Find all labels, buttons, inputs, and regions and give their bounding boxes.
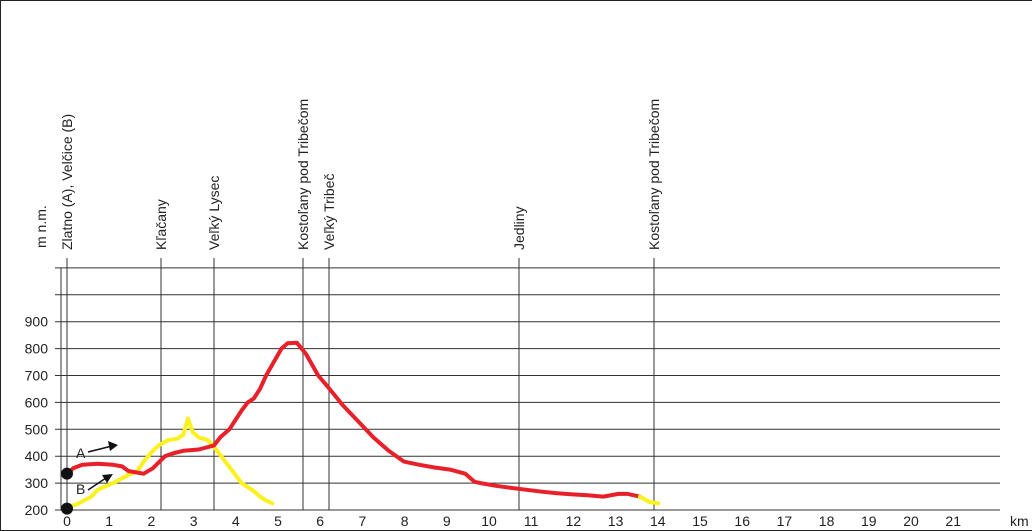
x-tick-label: 5 xyxy=(274,513,282,529)
series-b-line xyxy=(65,416,275,510)
route-arrow-shaft xyxy=(87,445,113,453)
waypoint-lines: Zlatno (A), Velčice (B) Kľačany Veľký Lyse… xyxy=(59,99,662,510)
route-label: A xyxy=(76,445,86,461)
x-tick-label: 10 xyxy=(481,513,497,529)
x-tick-label: 16 xyxy=(734,513,750,529)
waypoint-label: Kľačany xyxy=(153,199,169,250)
x-tick-label: 19 xyxy=(861,513,877,529)
y-tick-label: 800 xyxy=(25,341,49,357)
route-arrow-shaft xyxy=(87,477,107,491)
x-tick-label: 9 xyxy=(443,513,451,529)
x-tick-label: 15 xyxy=(692,513,708,529)
x-tick-label: 1 xyxy=(105,513,113,529)
waypoint-label: Kostoľany pod Tribečom xyxy=(646,99,662,250)
route-start-dot xyxy=(61,467,73,480)
x-tick-label: 8 xyxy=(401,513,409,529)
y-tick-label: 700 xyxy=(25,368,49,384)
y-tick-label: 300 xyxy=(25,475,49,491)
grid-lines xyxy=(55,267,1000,511)
waypoint-label: Zlatno (A), Velčice (B) xyxy=(59,114,75,250)
series-b-tail-line xyxy=(637,494,661,506)
route-markers: AB xyxy=(61,441,118,515)
x-tick-label: 3 xyxy=(190,513,198,529)
x-tick-label: 2 xyxy=(148,513,156,529)
x-tick-label: 11 xyxy=(524,513,539,529)
route-start-dot xyxy=(61,502,73,515)
series-layer xyxy=(65,340,661,510)
waypoint-label: Jedliny xyxy=(511,206,527,250)
x-tick-label: 4 xyxy=(232,513,240,529)
y-tick-label: 900 xyxy=(25,314,49,330)
x-tick-label: 18 xyxy=(819,513,835,529)
waypoint-label: Veľký Tribeč xyxy=(321,174,337,250)
route-arrow-head xyxy=(108,441,118,451)
series-a-line xyxy=(65,340,642,499)
x-tick-label: 12 xyxy=(566,513,582,529)
x-tick-label: 6 xyxy=(316,513,324,529)
x-tick-label: 13 xyxy=(608,513,624,529)
x-tick-label: 14 xyxy=(650,513,666,529)
x-axis-label: km xyxy=(1010,513,1029,529)
y-tick-label: 600 xyxy=(25,394,49,410)
x-tick-label: 21 xyxy=(945,513,961,529)
y-axis-label: m n.m. xyxy=(33,205,49,248)
route-arrow-head xyxy=(102,474,113,483)
y-tick-label: 500 xyxy=(25,421,49,437)
y-tick-label: 400 xyxy=(25,448,49,464)
y-tick-label: 200 xyxy=(25,502,49,518)
x-tick-label: 0 xyxy=(63,513,71,529)
waypoint-label: Veľký Lysec xyxy=(206,176,222,250)
route-label: B xyxy=(76,481,85,497)
x-tick-label: 7 xyxy=(359,513,367,529)
x-tick-label: 17 xyxy=(777,513,793,529)
waypoint-label: Kostoľany pod Tribečom xyxy=(295,99,311,250)
x-tick-label: 20 xyxy=(903,513,919,529)
